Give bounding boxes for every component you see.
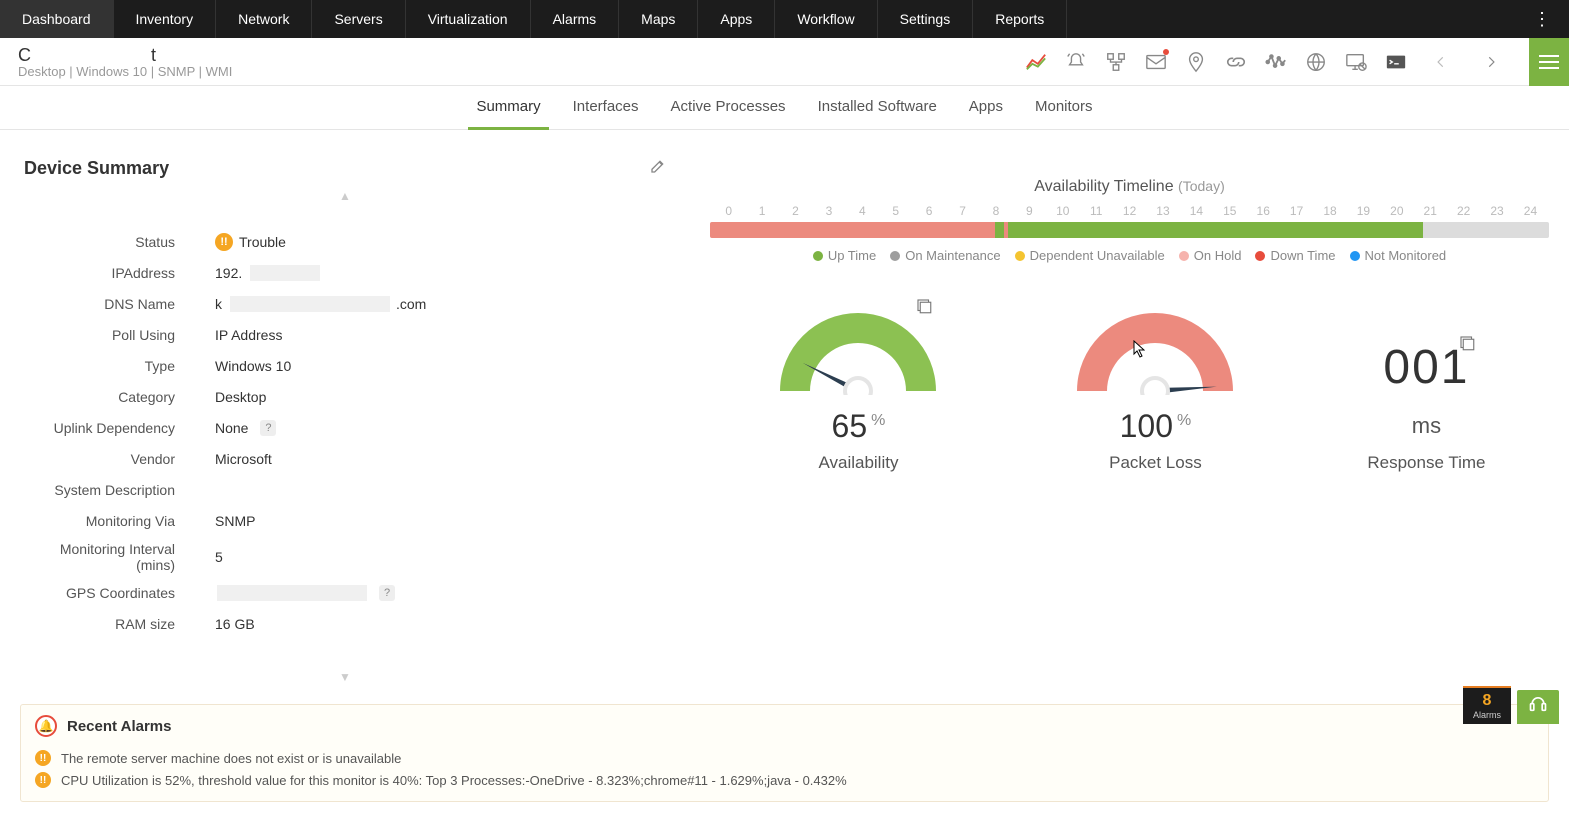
- alarm-row[interactable]: !!The remote server machine does not exi…: [35, 747, 1534, 769]
- legend-item: Down Time: [1255, 248, 1335, 263]
- legend-item: On Maintenance: [890, 248, 1000, 263]
- gps-label: GPS Coordinates: [20, 585, 215, 601]
- help-icon[interactable]: ?: [260, 420, 276, 436]
- nav-item-workflow[interactable]: Workflow: [775, 0, 877, 38]
- sysdesc-label: System Description: [20, 482, 215, 498]
- panel-title: Device Summary: [24, 158, 169, 179]
- availability-gauge: 65% Availability: [773, 303, 943, 473]
- ip-label: IPAddress: [20, 265, 215, 281]
- type-label: Type: [20, 358, 215, 374]
- timeline-hours: 0123456789101112131415161718192021222324: [710, 204, 1549, 218]
- legend-item: Not Monitored: [1350, 248, 1447, 263]
- device-header: Ct Desktop | Windows 10 | SNMP | WMI: [0, 38, 1569, 86]
- alarm-row[interactable]: !!CPU Utilization is 52%, threshold valu…: [35, 769, 1534, 791]
- tab-apps[interactable]: Apps: [953, 86, 1019, 129]
- tab-summary[interactable]: Summary: [460, 86, 556, 129]
- nav-item-inventory[interactable]: Inventory: [114, 0, 217, 38]
- tab-active-processes[interactable]: Active Processes: [655, 86, 802, 129]
- prev-arrow-icon[interactable]: [1425, 46, 1457, 78]
- chart-icon[interactable]: [1025, 51, 1047, 73]
- nav-item-virtualization[interactable]: Virtualization: [406, 0, 531, 38]
- alarm-bell-icon: 🔔: [35, 715, 57, 737]
- nav-item-apps[interactable]: Apps: [698, 0, 775, 38]
- device-summary-panel: Device Summary ▲ Status !! Trouble IPAdd…: [10, 148, 680, 684]
- support-button[interactable]: [1517, 690, 1559, 724]
- tab-monitors[interactable]: Monitors: [1019, 86, 1109, 129]
- interval-label: Monitoring Interval (mins): [20, 541, 215, 573]
- timeline-legend: Up Time On Maintenance Dependent Unavailab…: [710, 248, 1549, 263]
- alarm-count-widget[interactable]: 8 Alarms: [1463, 686, 1511, 724]
- status-trouble-icon: !!: [215, 233, 233, 251]
- poll-value: IP Address: [215, 327, 282, 343]
- device-title: Ct: [18, 45, 232, 66]
- mail-icon[interactable]: [1145, 51, 1167, 73]
- response-time-block: 001 ms Response Time: [1367, 340, 1485, 473]
- nav-item-alarms[interactable]: Alarms: [531, 0, 620, 38]
- nav-item-network[interactable]: Network: [216, 0, 312, 38]
- ram-value: 16 GB: [215, 616, 255, 632]
- status-value: Trouble: [239, 234, 286, 250]
- tabs-bar: SummaryInterfacesActive ProcessesInstall…: [0, 86, 1569, 130]
- category-label: Category: [20, 389, 215, 405]
- top-nav: DashboardInventoryNetworkServersVirtuali…: [0, 0, 1569, 38]
- legend-item: Up Time: [813, 248, 876, 263]
- recent-alarms-panel: 🔔 Recent Alarms !!The remote server mach…: [20, 704, 1549, 802]
- uplink-label: Uplink Dependency: [20, 420, 215, 436]
- dns-label: DNS Name: [20, 296, 215, 312]
- nav-item-servers[interactable]: Servers: [312, 0, 405, 38]
- interval-value: 5: [215, 549, 223, 565]
- export-icon[interactable]: [1458, 334, 1476, 355]
- help-icon[interactable]: ?: [379, 585, 395, 601]
- device-meta: Desktop | Windows 10 | SNMP | WMI: [18, 64, 232, 79]
- legend-item: On Hold: [1179, 248, 1242, 263]
- nav-item-dashboard[interactable]: Dashboard: [0, 0, 114, 38]
- ram-label: RAM size: [20, 616, 215, 632]
- hamburger-button[interactable]: [1529, 38, 1569, 86]
- timeline-segment: [1423, 222, 1549, 238]
- nav-item-reports[interactable]: Reports: [973, 0, 1067, 38]
- next-arrow-icon[interactable]: [1475, 46, 1507, 78]
- timeline-title: Availability Timeline (Today): [710, 178, 1549, 196]
- timeline-segment: [710, 222, 995, 238]
- nav-item-settings[interactable]: Settings: [878, 0, 974, 38]
- availability-panel: Availability Timeline (Today) 0123456789…: [700, 148, 1559, 684]
- monvia-value: SNMP: [215, 513, 255, 529]
- uplink-value: None: [215, 420, 248, 436]
- type-value: Windows 10: [215, 358, 291, 374]
- monvia-label: Monitoring Via: [20, 513, 215, 529]
- bell-alert-icon[interactable]: [1065, 51, 1087, 73]
- packetloss-gauge: 100% Packet Loss: [1070, 303, 1240, 473]
- poll-label: Poll Using: [20, 327, 215, 343]
- terminal-icon[interactable]: [1385, 51, 1407, 73]
- ip-value: 192.: [215, 265, 242, 281]
- tab-interfaces[interactable]: Interfaces: [557, 86, 655, 129]
- vendor-value: Microsoft: [215, 451, 272, 467]
- menu-dots-icon[interactable]: ⋮: [1525, 9, 1559, 30]
- legend-item: Dependent Unavailable: [1015, 248, 1165, 263]
- dns-suffix: .com: [396, 296, 426, 312]
- nav-item-maps[interactable]: Maps: [619, 0, 698, 38]
- category-value: Desktop: [215, 389, 266, 405]
- monitor-block-icon[interactable]: [1345, 51, 1367, 73]
- activity-icon[interactable]: [1265, 51, 1287, 73]
- vendor-label: Vendor: [20, 451, 215, 467]
- globe-icon[interactable]: [1305, 51, 1327, 73]
- edit-icon[interactable]: [650, 158, 666, 179]
- dns-prefix: k: [215, 296, 222, 312]
- scroll-up-icon[interactable]: ▲: [10, 189, 680, 203]
- network-icon[interactable]: [1105, 51, 1127, 73]
- scroll-down-icon[interactable]: ▼: [10, 670, 680, 684]
- timeline-segment: [1008, 222, 1423, 238]
- location-icon[interactable]: [1185, 51, 1207, 73]
- status-label: Status: [20, 234, 215, 250]
- timeline-segment: [995, 222, 1003, 238]
- export-icon[interactable]: [915, 297, 933, 318]
- timeline-bar[interactable]: [710, 222, 1549, 238]
- link-icon[interactable]: [1225, 51, 1247, 73]
- tab-installed-software[interactable]: Installed Software: [802, 86, 953, 129]
- alarms-title: Recent Alarms: [67, 718, 172, 735]
